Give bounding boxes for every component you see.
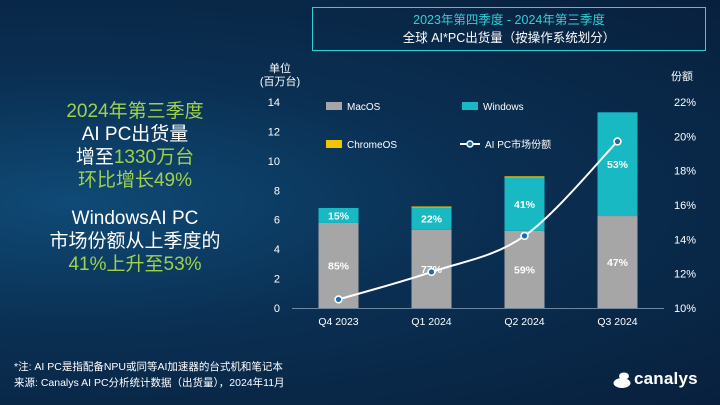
legend-label-4: AI PC市场份额	[485, 138, 551, 151]
x-tick-label: Q3 2024	[597, 316, 637, 328]
footnote: *注: AI PC是指配备NPU或同等AI加速器的台式机和笔记本 来源: Can…	[14, 359, 285, 391]
bar-windows-3	[504, 177, 545, 231]
bar-chromeos-2	[411, 206, 452, 208]
left-tick-label: 0	[274, 303, 280, 315]
share-point-4	[613, 137, 622, 146]
left-axis-title-line2: (百万台)	[260, 74, 300, 88]
left-tick-label: 14	[268, 97, 280, 109]
canalys-logo-icon	[613, 372, 631, 388]
left-tick-label: 10	[268, 156, 280, 168]
x-axis-ticks: Q4 2023 Q1 2024 Q2 2024 Q3 2024	[292, 308, 664, 328]
bar-macos-4	[597, 216, 638, 308]
left-tick-label: 2	[274, 274, 280, 286]
right-tick-label: 18%	[674, 166, 696, 178]
share-line-group	[334, 137, 622, 304]
chart-title-line2: 全球 AI*PC出货量（按操作系统划分）	[402, 31, 616, 45]
x-tick-label: Q2 2024	[504, 316, 544, 328]
highlight-windows-line-3: 41%上升至53%	[0, 253, 270, 276]
highlight-windows-line-3-part-1: 41%上升至53%	[68, 254, 202, 275]
share-point-2	[427, 267, 436, 277]
bar-windows-1	[318, 207, 359, 223]
right-tick-label: 22%	[674, 97, 696, 109]
legend-swatch-3	[326, 140, 342, 148]
left-tick-label: 4	[274, 244, 280, 256]
legend-line-marker	[466, 140, 474, 148]
right-tick-label: 12%	[674, 269, 696, 281]
legend: MacOS Windows ChromeOS AI PC市场份额	[326, 102, 551, 151]
chart-title-line1: 2023年第四季度 - 2024年第三季度	[413, 13, 605, 27]
legend-label-3: ChromeOS	[347, 140, 397, 151]
right-tick-label: 20%	[674, 131, 696, 143]
share-point-3	[520, 231, 529, 241]
bar-macos-1	[318, 222, 359, 308]
highlight-windows-line-2: 市场份额从上季度的	[0, 230, 270, 253]
highlights-panel: 2024年第三季度 AI PC出货量 增至1330万台 环比增长49% Windows…	[0, 100, 270, 276]
highlight-windows-line-1-part-1: WindowsAI PC	[71, 208, 199, 229]
bar-label-macos-3: 59%	[514, 264, 536, 276]
left-axis-title-line1: 单位	[269, 61, 291, 75]
highlight-shipments-line-3-part-1: 增至	[75, 147, 114, 168]
right-axis-title: 份额	[671, 70, 693, 83]
share-point-1	[334, 295, 343, 304]
highlight-shipments-line-3-part-2: 1330万台	[113, 147, 195, 168]
left-axis: 单位(百万台) 0 2 4 6 8 10 12 14	[260, 61, 300, 315]
legend-swatch-1	[326, 102, 342, 110]
highlight-shipments-line-4: 环比增长49%	[0, 169, 270, 192]
bar-label-macos-4: 47%	[607, 257, 629, 269]
x-tick-label: Q4 2023	[318, 316, 358, 328]
footnote-note: *注: AI PC是指配备NPU或同等AI加速器的台式机和笔记本	[14, 361, 283, 373]
canalys-logo-text: canalys	[634, 369, 698, 388]
chart-title-box: 2023年第四季度 - 2024年第三季度 全球 AI*PC出货量（按操作系统划…	[312, 7, 706, 51]
right-tick-label: 10%	[674, 303, 696, 315]
highlight-windows-line-1: WindowsAI PC	[0, 207, 270, 230]
highlight-block-windows-share: WindowsAI PC 市场份额从上季度的 41%上升至53%	[0, 207, 270, 276]
highlight-shipments-line-3: 增至1330万台	[0, 146, 270, 169]
highlight-shipments-line-2: AI PC出货量	[0, 123, 270, 146]
left-tick-label: 12	[268, 126, 280, 138]
right-tick-label: 16%	[674, 200, 696, 212]
highlight-windows-line-2-part-1: 市场份额从上季度的	[49, 231, 221, 252]
bar-windows-4	[597, 112, 638, 217]
highlight-shipments-line-1: 2024年第三季度	[0, 100, 270, 123]
x-tick-label: Q1 2024	[411, 316, 451, 328]
legend-label-2: Windows	[483, 102, 524, 113]
bar-label-windows-3: 41%	[514, 199, 536, 211]
right-tick-label: 14%	[674, 234, 696, 246]
bar-chromeos-3	[504, 176, 545, 178]
canalys-logo: canalys	[612, 369, 710, 391]
bar-windows-2	[411, 207, 452, 230]
bar-labels-group: 85%15%77%22%59%41%47%53%	[328, 159, 629, 276]
legend-swatch-2	[462, 102, 478, 110]
share-line	[338, 140, 619, 301]
footnote-source: 来源: Canalys AI PC分析统计数据（出货量），2024年11月	[14, 377, 285, 389]
highlight-shipments-line-2-part-1: AI PC出货量	[81, 124, 189, 145]
bars-group	[318, 112, 638, 308]
right-axis: 份额 10% 12% 14% 16% 18% 20% 22%	[671, 70, 696, 315]
highlight-block-shipments: 2024年第三季度 AI PC出货量 增至1330万台 环比增长49%	[0, 100, 270, 192]
legend-label-1: MacOS	[347, 102, 381, 113]
highlight-shipments-line-4-part-1: 环比增长49%	[77, 170, 193, 191]
left-tick-label: 8	[274, 185, 280, 197]
bar-label-windows-4: 53%	[607, 159, 629, 171]
left-tick-label: 6	[274, 215, 280, 227]
bar-label-macos-1: 85%	[328, 260, 350, 272]
bar-label-windows-2: 22%	[421, 214, 443, 226]
highlight-shipments-line-1-part-1: 2024年第三季度	[66, 101, 204, 122]
bar-label-windows-1: 15%	[328, 210, 350, 222]
